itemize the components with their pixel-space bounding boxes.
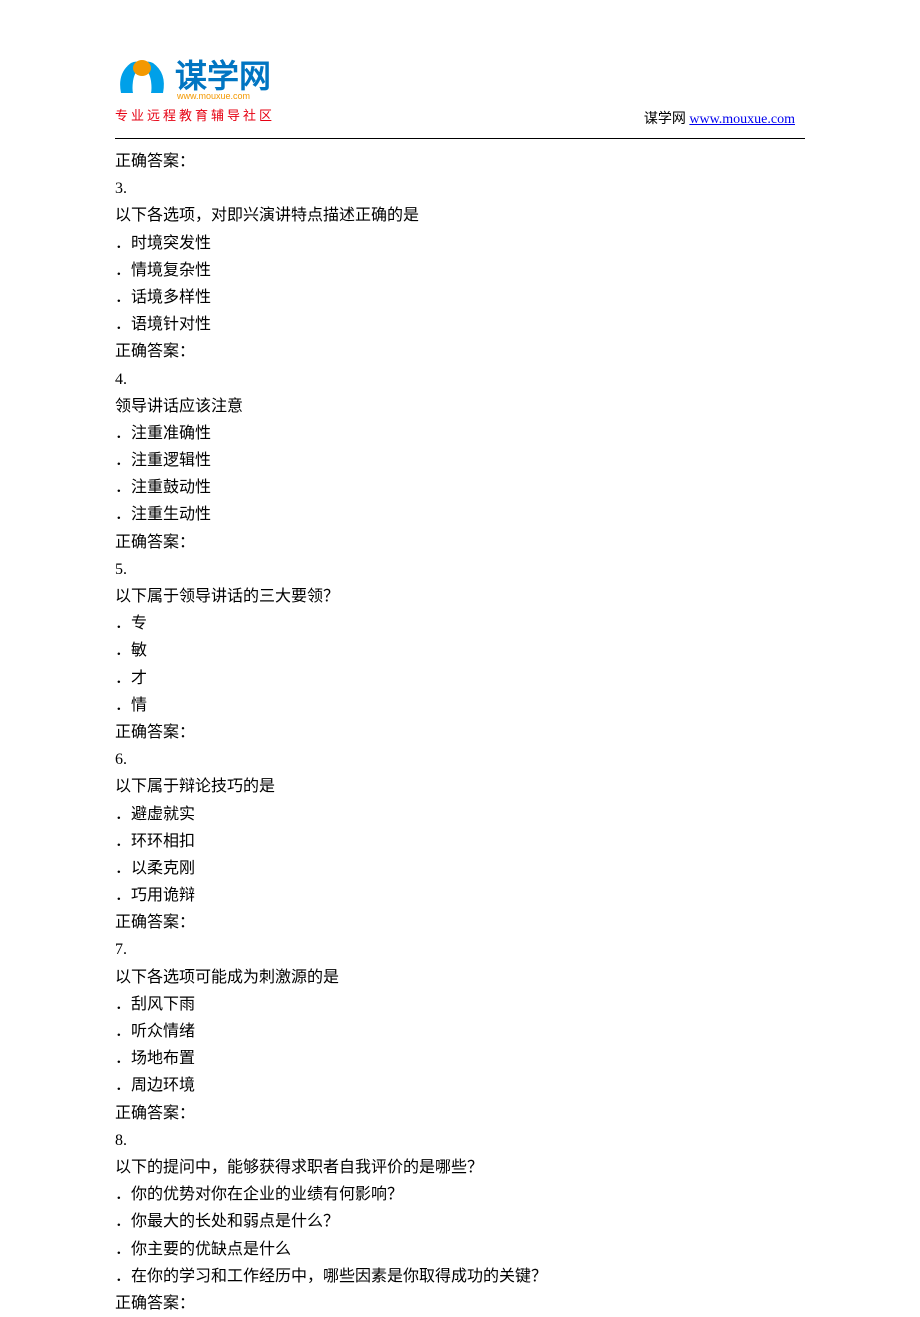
option: ．巧用诡辩 — [115, 882, 805, 909]
option: ．注重准确性 — [115, 420, 805, 447]
question-stem: 以下各选项可能成为刺激源的是 — [115, 964, 805, 991]
option: ．以柔克刚 — [115, 855, 805, 882]
question-stem: 以下属于辩论技巧的是 — [115, 773, 805, 800]
logo-tagline: 专业远程教育辅导社区 — [115, 105, 325, 127]
option: ．话境多样性 — [115, 284, 805, 311]
question-stem: 以下各选项，对即兴演讲特点描述正确的是 — [115, 202, 805, 229]
document-content: 正确答案： 3. 以下各选项，对即兴演讲特点描述正确的是 ．时境突发性 ．情境复… — [115, 148, 805, 1317]
option: ．场地布置 — [115, 1045, 805, 1072]
answer-label: 正确答案： — [115, 1290, 805, 1317]
question-stem: 以下的提问中，能够获得求职者自我评价的是哪些？ — [115, 1154, 805, 1181]
question-number: 4. — [115, 366, 805, 393]
question-stem: 以下属于领导讲话的三大要领？ — [115, 583, 805, 610]
option: ．你主要的优缺点是什么 — [115, 1236, 805, 1263]
option: ．在你的学习和工作经历中，哪些因素是你取得成功的关键？ — [115, 1263, 805, 1290]
header-link-area: 谋学网 www.mouxue.com — [644, 108, 795, 132]
question-number: 8. — [115, 1127, 805, 1154]
svg-text:www.mouxue.com: www.mouxue.com — [176, 91, 250, 101]
option: ．时境突发性 — [115, 230, 805, 257]
svg-text:谋学网: 谋学网 — [175, 58, 271, 94]
option: ．环环相扣 — [115, 828, 805, 855]
option: ．周边环境 — [115, 1072, 805, 1099]
option: ．才 — [115, 665, 805, 692]
answer-label: 正确答案： — [115, 148, 805, 175]
option: ．注重鼓动性 — [115, 474, 805, 501]
header-site-link[interactable]: www.mouxue.com — [689, 112, 795, 127]
answer-label: 正确答案： — [115, 338, 805, 365]
option: ．情境复杂性 — [115, 257, 805, 284]
option: ．语境针对性 — [115, 311, 805, 338]
answer-label: 正确答案： — [115, 719, 805, 746]
option: ．避虚就实 — [115, 801, 805, 828]
option: ．注重逻辑性 — [115, 447, 805, 474]
option: ．情 — [115, 692, 805, 719]
logo-svg: 谋学网 www.mouxue.com — [115, 55, 325, 103]
option: ．听众情绪 — [115, 1018, 805, 1045]
question-number: 3. — [115, 175, 805, 202]
answer-label: 正确答案： — [115, 529, 805, 556]
header-link-prefix: 谋学网 — [644, 112, 690, 127]
option: ．敏 — [115, 637, 805, 664]
page-header: 谋学网 www.mouxue.com 专业远程教育辅导社区 谋学网 www.mo… — [0, 0, 920, 130]
option: ．刮风下雨 — [115, 991, 805, 1018]
answer-label: 正确答案： — [115, 909, 805, 936]
question-number: 5. — [115, 556, 805, 583]
option: ．你最大的长处和弱点是什么？ — [115, 1208, 805, 1235]
option: ．注重生动性 — [115, 501, 805, 528]
logo-container: 谋学网 www.mouxue.com 专业远程教育辅导社区 — [115, 55, 325, 127]
option: ．你的优势对你在企业的业绩有何影响？ — [115, 1181, 805, 1208]
divider-line — [115, 138, 805, 139]
question-number: 7. — [115, 936, 805, 963]
question-stem: 领导讲话应该注意 — [115, 393, 805, 420]
option: ．专 — [115, 610, 805, 637]
answer-label: 正确答案： — [115, 1100, 805, 1127]
question-number: 6. — [115, 746, 805, 773]
